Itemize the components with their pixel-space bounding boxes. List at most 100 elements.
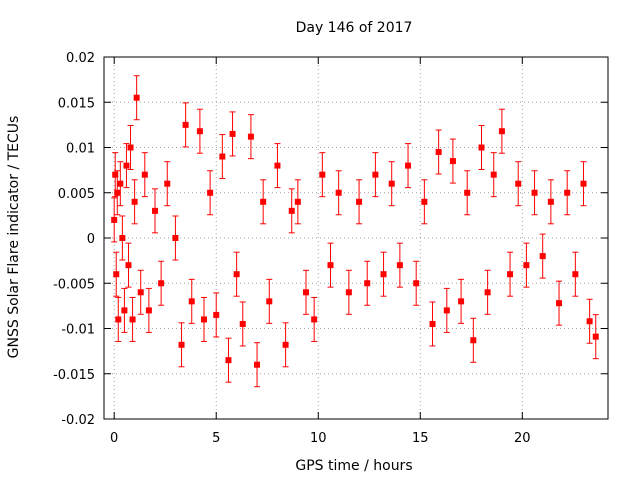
data-marker <box>129 316 136 323</box>
y-tick-label: 0.01 <box>66 142 95 157</box>
data-point <box>247 114 254 160</box>
data-marker <box>356 198 363 205</box>
data-point <box>115 296 122 342</box>
data-marker <box>515 180 522 187</box>
data-marker <box>470 337 477 344</box>
data-marker <box>131 198 138 205</box>
data-point <box>239 301 246 347</box>
data-point <box>421 179 428 225</box>
data-point <box>172 215 179 261</box>
data-marker <box>133 94 140 101</box>
data-point <box>556 280 563 326</box>
data-marker <box>225 357 232 364</box>
data-point <box>123 143 130 189</box>
data-marker <box>547 198 554 205</box>
data-marker <box>478 144 485 151</box>
data-marker <box>564 189 571 196</box>
data-marker <box>429 320 436 327</box>
data-point <box>137 269 144 315</box>
data-point <box>443 287 450 333</box>
y-tick-label: 0 <box>87 232 95 247</box>
data-marker <box>449 158 456 165</box>
data-point <box>507 251 514 297</box>
data-point <box>523 242 530 288</box>
data-marker <box>164 180 171 187</box>
data-marker <box>311 316 318 323</box>
data-marker <box>137 289 144 296</box>
data-marker <box>172 235 179 241</box>
data-marker <box>490 171 497 178</box>
data-marker <box>113 271 120 278</box>
x-tick-label: 15 <box>412 431 429 446</box>
data-marker <box>152 207 159 214</box>
data-marker <box>435 149 442 156</box>
data-point <box>207 170 214 216</box>
y-tick-label: 0.02 <box>66 51 95 66</box>
data-point <box>125 242 132 288</box>
data-marker <box>207 189 214 196</box>
axis-ticks: -0.02 -0.015 -0.01 -0.005 0 0.005 0.01 0.015 0.0… <box>53 51 608 446</box>
data-marker <box>288 207 295 214</box>
data-marker <box>239 320 246 327</box>
x-axis-label: GPS time / hours <box>295 458 412 474</box>
data-point <box>458 278 465 324</box>
data-point <box>111 197 118 243</box>
y-tick-label: -0.005 <box>53 277 95 292</box>
data-marker <box>458 298 465 305</box>
data-point <box>225 337 232 383</box>
data-point <box>405 143 412 189</box>
data-marker <box>443 307 450 314</box>
data-marker <box>127 144 134 151</box>
data-point <box>586 298 593 344</box>
data-marker <box>141 171 148 178</box>
data-marker <box>396 262 403 269</box>
data-point <box>490 152 497 198</box>
data-marker <box>274 162 281 169</box>
data-marker <box>200 316 207 323</box>
data-marker <box>498 128 505 135</box>
y-tick-label: -0.015 <box>53 368 95 383</box>
data-point <box>547 179 554 225</box>
data-marker <box>421 198 428 205</box>
data-marker <box>531 189 538 196</box>
data-marker <box>319 171 326 178</box>
data-point <box>182 102 189 148</box>
data-marker <box>219 153 226 160</box>
data-point <box>188 278 195 324</box>
y-tick-label: 0.005 <box>58 187 95 202</box>
x-tick-label: 10 <box>310 431 327 446</box>
data-point <box>129 296 136 342</box>
grid <box>104 56 608 420</box>
data-marker <box>229 130 236 137</box>
data-marker <box>123 162 130 169</box>
data-point <box>233 251 240 297</box>
data-point <box>219 134 226 180</box>
data-marker <box>112 171 119 178</box>
data-marker <box>260 198 267 205</box>
data-point <box>200 296 207 342</box>
data-point <box>470 317 477 363</box>
data-point <box>372 152 379 198</box>
data-point <box>158 260 165 306</box>
data-point <box>319 152 326 198</box>
data-point <box>164 161 171 207</box>
data-point <box>178 322 185 368</box>
data-point <box>335 170 342 216</box>
data-marker <box>380 271 387 278</box>
data-point <box>254 342 261 388</box>
data-point <box>229 111 236 157</box>
data-point <box>213 292 220 338</box>
data-marker <box>125 262 132 269</box>
data-marker <box>196 128 203 135</box>
x-tick-label: 5 <box>212 431 220 446</box>
data-marker <box>413 280 420 287</box>
data-marker <box>178 341 185 348</box>
data-point <box>145 287 152 333</box>
data-point <box>303 269 310 315</box>
data-marker <box>294 198 301 205</box>
data-point <box>429 301 436 347</box>
data-marker <box>556 300 563 307</box>
data-marker <box>188 298 195 305</box>
data-point <box>498 108 505 154</box>
data-marker <box>282 341 289 348</box>
